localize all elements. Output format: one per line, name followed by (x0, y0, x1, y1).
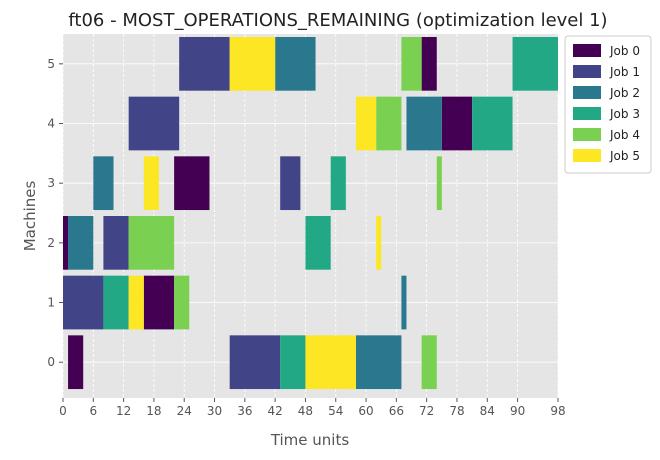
task-bar-job-2-machine-3 (93, 156, 114, 211)
x-tick-label: 36 (237, 404, 252, 418)
task-bar-job-2-machine-4 (406, 96, 442, 151)
y-axis-ticks: 0 1 2 3 4 5 (47, 57, 63, 369)
task-bar-job-1-machine-4 (128, 96, 180, 151)
task-bar-job-0-machine-2 (63, 216, 69, 270)
x-tick-label: 18 (146, 404, 161, 418)
legend-swatch-job-3 (573, 107, 601, 120)
legend-label-job-4: Job 4 (609, 128, 640, 142)
task-bar-job-1-machine-1 (63, 275, 104, 330)
x-axis-ticks: 0 6 12 18 24 30 36 42 48 54 60 66 72 78 84 90 98 (59, 398, 566, 418)
task-bar-job-1-machine-5 (179, 36, 230, 91)
legend-swatch-job-0 (573, 44, 601, 57)
y-tick-label: 0 (47, 355, 55, 369)
task-bar-job-0-machine-3 (174, 156, 210, 211)
task-bar-job-5-machine-1 (128, 275, 144, 330)
legend-label-job-1: Job 1 (609, 65, 640, 79)
legend-swatch-job-2 (573, 86, 601, 99)
x-tick-label: 84 (480, 404, 495, 418)
x-tick-label: 6 (89, 404, 97, 418)
task-bar-job-3-machine-3 (330, 156, 346, 211)
task-bar-job-3-machine-0 (280, 335, 306, 390)
x-tick-label: 30 (207, 404, 222, 418)
task-bar-job-2-machine-2 (68, 216, 94, 270)
task-bar-job-0-machine-5 (421, 36, 437, 91)
x-tick-label: 12 (116, 404, 131, 418)
task-bar-job-0-machine-0 (68, 335, 84, 390)
y-axis-label: Machines (21, 181, 39, 252)
task-bar-job-3-machine-2 (305, 216, 331, 270)
y-tick-label: 5 (47, 57, 55, 71)
bars (63, 36, 558, 390)
x-tick-label: 78 (449, 404, 464, 418)
x-tick-label: 60 (358, 404, 373, 418)
x-tick-label: 72 (419, 404, 434, 418)
x-tick-label: 98 (550, 404, 565, 418)
legend-swatch-job-1 (573, 65, 601, 78)
task-bar-job-4-machine-2 (128, 216, 175, 270)
x-tick-label: 24 (177, 404, 192, 418)
legend-label-job-2: Job 2 (609, 86, 640, 100)
task-bar-job-2-machine-0 (355, 335, 402, 390)
task-bar-job-2-machine-1 (401, 275, 407, 330)
task-bar-job-0-machine-1 (143, 275, 175, 330)
task-bar-job-1-machine-0 (229, 335, 281, 390)
y-tick-label: 3 (47, 176, 55, 190)
task-bar-job-5-machine-2 (376, 216, 382, 270)
x-tick-label: 54 (328, 404, 343, 418)
legend-label-job-3: Job 3 (609, 107, 640, 121)
task-bar-job-3-machine-5 (512, 36, 558, 91)
x-tick-label: 66 (389, 404, 404, 418)
task-bar-job-3-machine-4 (472, 96, 513, 151)
x-tick-label: 0 (59, 404, 67, 418)
task-bar-job-1-machine-2 (103, 216, 129, 270)
task-bar-job-4-machine-5 (401, 36, 422, 91)
legend-label-job-5: Job 5 (609, 149, 640, 163)
chart-title: ft06 - MOST_OPERATIONS_REMAINING (optimi… (68, 10, 607, 31)
task-bar-job-5-machine-0 (305, 335, 356, 390)
legend-swatch-job-5 (573, 149, 601, 162)
x-tick-label: 90 (510, 404, 525, 418)
task-bar-job-4-machine-4 (376, 96, 402, 151)
task-bar-job-4-machine-3 (436, 156, 442, 211)
task-bar-job-4-machine-1 (174, 275, 190, 330)
x-axis-label: Time units (270, 431, 350, 449)
task-bar-job-3-machine-1 (103, 275, 129, 330)
y-tick-label: 1 (47, 296, 55, 310)
task-bar-job-5-machine-4 (355, 96, 377, 151)
task-bar-job-2-machine-5 (275, 36, 316, 91)
legend: Job 0 Job 1 Job 2 Job 3 Job 4 Job 5 (564, 35, 652, 174)
y-tick-label: 4 (47, 117, 55, 131)
legend-swatch-job-4 (573, 128, 601, 141)
task-bar-job-5-machine-3 (143, 156, 159, 211)
task-bar-job-4-machine-0 (421, 335, 437, 390)
task-bar-job-1-machine-3 (280, 156, 301, 211)
y-tick-label: 2 (47, 236, 55, 250)
x-tick-label: 48 (298, 404, 313, 418)
legend-label-job-0: Job 0 (609, 44, 640, 58)
x-tick-label: 42 (268, 404, 283, 418)
task-bar-job-0-machine-4 (441, 96, 473, 151)
task-bar-job-5-machine-5 (229, 36, 276, 91)
